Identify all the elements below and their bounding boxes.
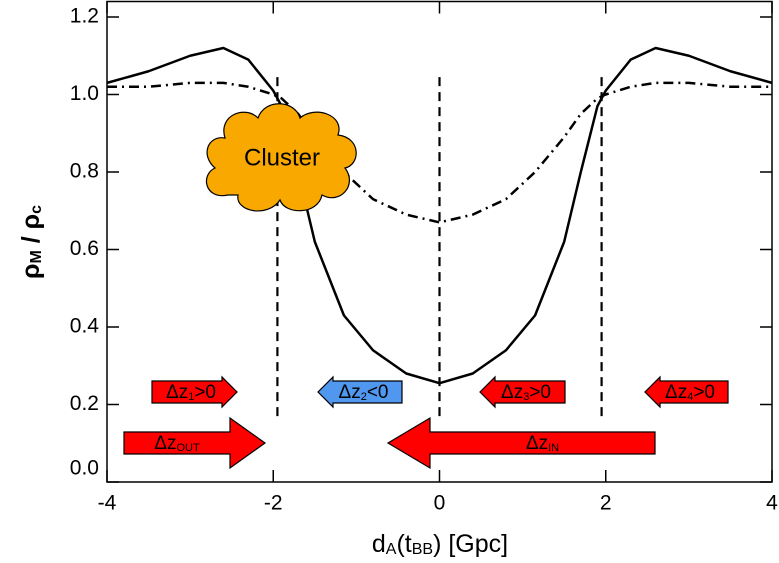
y-tick-label: 0.6 — [70, 237, 99, 260]
arrow-label-sub: 4 — [687, 391, 693, 403]
y-tick-label: 0.4 — [70, 315, 100, 338]
arrow — [151, 375, 238, 409]
arrow-label-rest: >0 — [194, 382, 216, 403]
y-tick-label: 1.2 — [70, 5, 99, 28]
arrow-label-rest: >0 — [693, 382, 715, 403]
arrow — [479, 375, 566, 409]
x-tick-label: 2 — [600, 492, 612, 515]
y-tick-label: 0.0 — [70, 457, 99, 480]
y-axis-label-part: / ρ — [17, 214, 45, 250]
arrow — [123, 416, 267, 470]
y-axis-label-part: ρ — [17, 264, 45, 279]
arrow-label: Δz2<0 — [339, 382, 389, 403]
arrow-label-main: Δz — [501, 382, 523, 403]
arrow-label-rest: >0 — [529, 382, 551, 403]
arrow-label-main: Δz — [665, 382, 687, 403]
arrow-label-sub: OUT — [176, 442, 200, 454]
arrow-label: Δz4>0 — [665, 382, 715, 403]
y-axis-label-part: c — [28, 205, 45, 214]
x-axis-label-part: ) [Gpc] — [433, 530, 508, 558]
curve — [107, 81, 772, 224]
arrow — [644, 375, 729, 409]
arrow-label-sub: 2 — [361, 391, 367, 403]
arrow-label-sub: 1 — [188, 391, 194, 403]
x-axis-label: dA(tBB) [Gpc] — [372, 530, 508, 558]
arrow-label: ΔzIN — [526, 433, 559, 454]
y-tick-label: 1.0 — [70, 82, 99, 105]
x-tick-label: -4 — [98, 492, 117, 515]
arrow-label-main: Δz — [339, 382, 361, 403]
y-tick-label: 0.8 — [70, 160, 99, 183]
arrow-label: Δz1>0 — [166, 382, 216, 403]
arrow-label-sub: IN — [548, 442, 559, 454]
arrow-label-main: Δz — [526, 433, 548, 454]
y-axis-label-part: M — [28, 250, 45, 263]
arrow — [317, 375, 403, 409]
cluster-label: Cluster — [244, 144, 320, 171]
x-axis-label-part: (t — [396, 530, 411, 558]
arrow-label: Δz3>0 — [501, 382, 551, 403]
arrow-label-main: Δz — [166, 382, 188, 403]
arrow-label-rest: <0 — [367, 382, 389, 403]
x-axis-label-part: BB — [412, 541, 433, 558]
arrow-label-sub: 3 — [523, 391, 529, 403]
x-tick-label: 4 — [766, 492, 778, 515]
x-axis-label-part: d — [372, 530, 386, 558]
y-tick-label: 0.2 — [70, 392, 99, 415]
arrow-label-main: Δz — [154, 433, 176, 454]
y-axis-label: ρM / ρc — [17, 205, 45, 279]
arrow — [386, 416, 656, 470]
arrow-label: ΔzOUT — [154, 433, 200, 454]
cluster-cloud — [205, 103, 357, 212]
x-tick-label: -2 — [264, 492, 283, 515]
x-axis-label-part: A — [386, 541, 397, 558]
x-tick-label: 0 — [434, 492, 446, 515]
